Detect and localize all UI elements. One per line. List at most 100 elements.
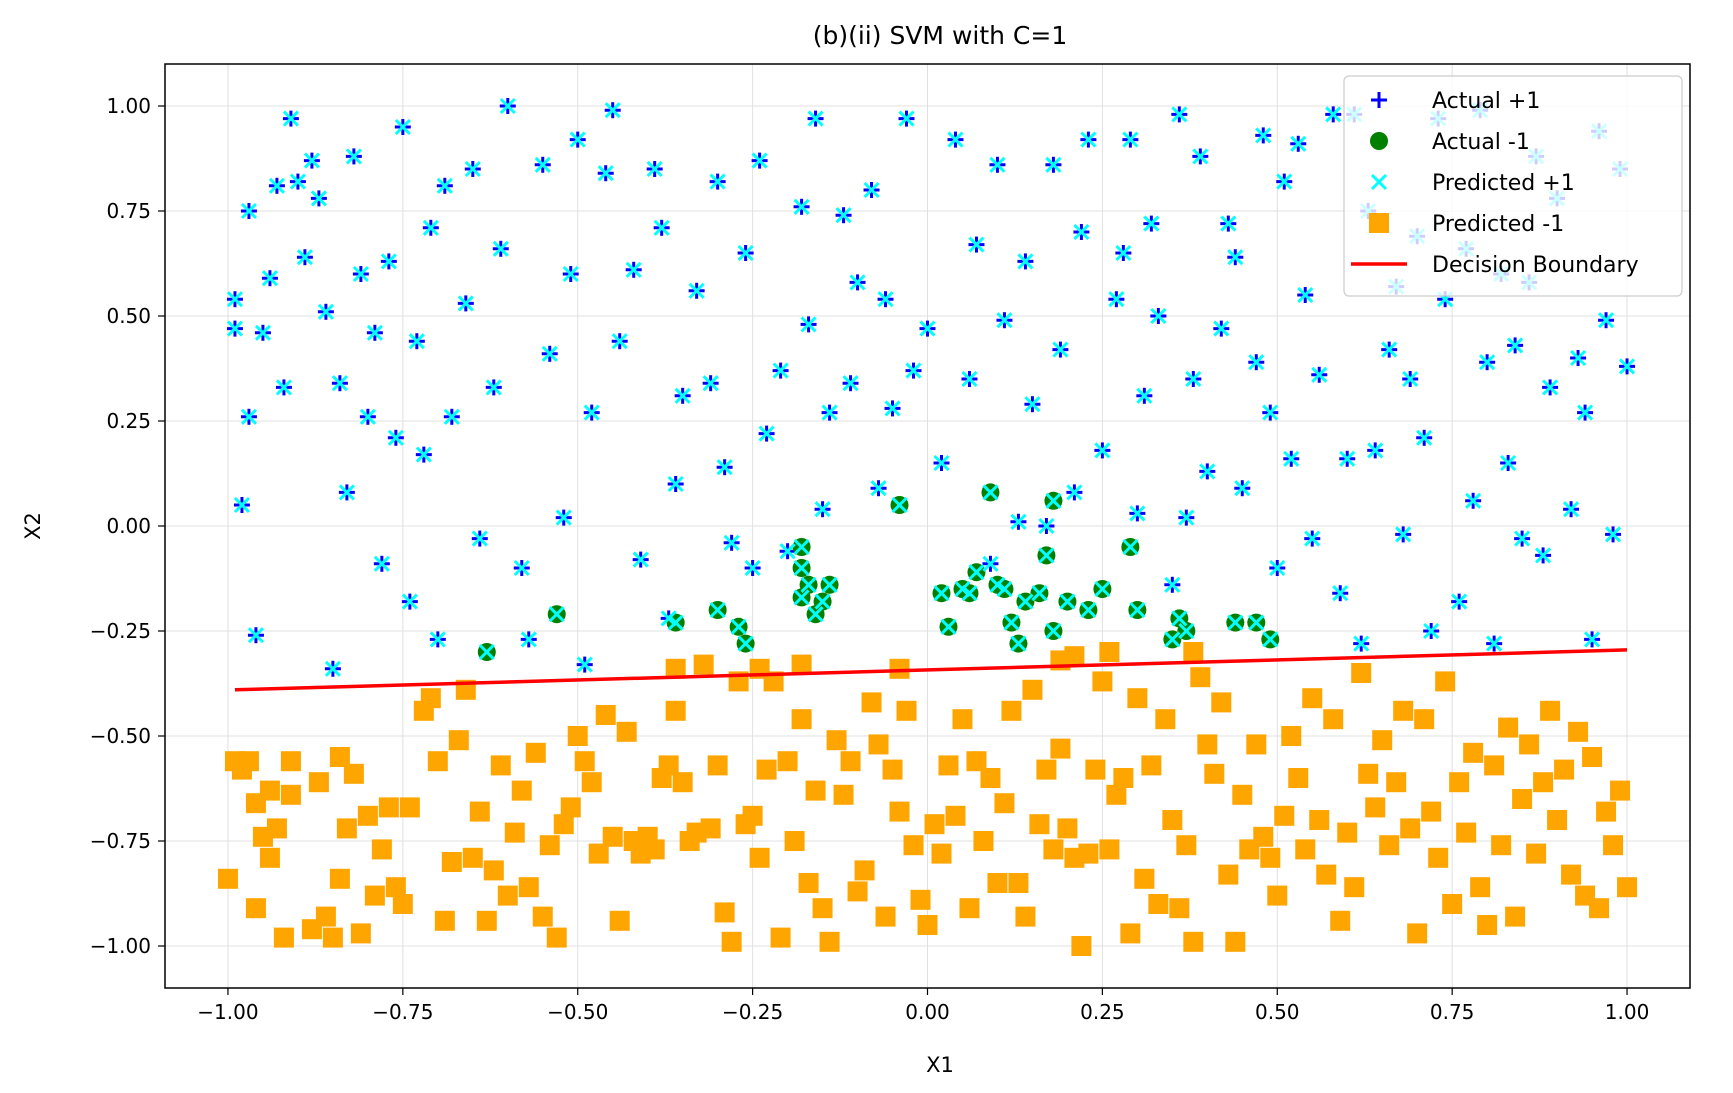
point-s2-163-b <box>1584 631 1601 648</box>
point-s3-166 <box>1316 864 1337 885</box>
point-s2-110 <box>1171 106 1188 123</box>
point-s3-138 <box>1120 923 1141 944</box>
point-s2-182 <box>891 496 908 514</box>
point-s2-145 <box>1451 593 1468 610</box>
point-s2-106 <box>1136 387 1153 404</box>
point-s2-102 <box>1108 291 1125 308</box>
point-s2-169 <box>478 643 495 661</box>
point-s3-181 <box>1421 801 1442 822</box>
point-s3-101 <box>861 692 882 713</box>
point-s3-87 <box>763 671 784 692</box>
point-s2-124-b <box>1283 450 1300 467</box>
point-s3-57 <box>546 927 567 948</box>
point-s2-128 <box>1311 366 1328 383</box>
point-s2-19 <box>345 148 362 165</box>
point-s2-125 <box>1290 135 1307 152</box>
point-s2-152 <box>1500 454 1517 472</box>
point-s2-37-b <box>485 379 502 396</box>
point-s2-86 <box>947 131 964 148</box>
point-s2-36 <box>471 530 488 547</box>
point-s2-21-b <box>359 408 376 425</box>
point-s2-34 <box>457 295 474 312</box>
point-s3-170 <box>1344 877 1365 898</box>
point-s3-71 <box>644 839 665 860</box>
point-s3-174 <box>1372 730 1393 751</box>
point-s2-28-b <box>408 333 425 350</box>
series-predicted-1 <box>217 642 1638 956</box>
point-s2-145-b <box>1451 593 1468 610</box>
point-s2-139-b <box>1402 370 1419 388</box>
point-s2-95 <box>1038 517 1055 535</box>
point-s2-35 <box>464 160 481 178</box>
point-s2-202 <box>1129 601 1146 619</box>
point-s2-147-b <box>1465 492 1482 509</box>
point-s2-94-b <box>1024 396 1041 413</box>
point-s2-154-b <box>1514 530 1531 547</box>
point-s2-93 <box>1017 253 1034 270</box>
point-s2-7-b <box>261 270 278 287</box>
legend-marker-0 <box>1371 92 1387 108</box>
point-s2-108-b <box>1150 307 1167 325</box>
point-s3-177 <box>1393 700 1414 721</box>
point-s3-35 <box>385 877 406 898</box>
x-tick-label-7: 0.75 <box>1430 1000 1475 1024</box>
point-s2-109 <box>1164 576 1181 593</box>
point-s2-120 <box>1255 127 1272 144</box>
point-s3-6 <box>1064 646 1085 667</box>
point-s3-179 <box>1407 923 1428 944</box>
point-s2-85 <box>933 454 950 472</box>
point-s3-58 <box>553 814 574 835</box>
point-s3-136 <box>1106 784 1127 805</box>
point-s2-184 <box>940 618 957 635</box>
point-s3-74 <box>665 700 686 721</box>
point-s2-58-b <box>674 387 691 404</box>
point-s2-17 <box>331 375 348 392</box>
point-s2-142-b <box>1423 622 1440 640</box>
point-s3-12 <box>238 751 259 772</box>
point-s2-47 <box>576 656 593 673</box>
point-s2-0 <box>226 291 244 308</box>
point-s2-64 <box>737 244 754 262</box>
point-s2-55-b <box>653 219 670 236</box>
point-s3-134 <box>1092 671 1113 692</box>
point-s3-3 <box>791 654 812 675</box>
point-s2-149-b <box>1479 354 1496 371</box>
y-tick-label-4: 0.00 <box>106 514 151 538</box>
point-s3-188 <box>1470 877 1491 898</box>
point-s2-174 <box>737 635 754 652</box>
point-s2-10-b <box>282 110 299 127</box>
point-s2-17-b <box>331 375 348 392</box>
legend-label-2: Predicted +1 <box>1432 171 1575 196</box>
point-s3-158 <box>1260 847 1281 868</box>
point-s2-114-b <box>1199 463 1216 480</box>
point-s3-102 <box>868 734 889 755</box>
point-s2-189-b <box>989 576 1006 593</box>
point-s2-136-b <box>1381 341 1398 358</box>
point-s3-175 <box>1379 835 1400 856</box>
point-s2-172-b <box>709 601 726 619</box>
point-s2-114 <box>1199 463 1216 480</box>
point-s2-65 <box>744 559 761 577</box>
point-s2-2 <box>233 496 251 514</box>
point-s2-0-b <box>226 291 244 308</box>
point-s2-67-b <box>758 425 775 442</box>
point-s2-188 <box>982 484 999 501</box>
point-s3-54 <box>525 742 546 763</box>
point-s3-128 <box>1050 738 1071 759</box>
point-s2-53-b <box>632 551 649 568</box>
point-s2-190-b <box>996 580 1013 598</box>
point-s2-112-b <box>1185 370 1202 388</box>
point-s2-150 <box>1486 635 1503 652</box>
point-s2-161-b <box>1570 349 1587 367</box>
y-tick-label-7: 0.75 <box>106 199 151 223</box>
point-s2-191-b <box>1003 614 1020 631</box>
point-s3-205 <box>1589 898 1610 919</box>
point-s3-94 <box>812 898 833 919</box>
legend-marker-1 <box>1370 132 1388 150</box>
point-s3-91 <box>791 709 812 730</box>
point-s2-33-b <box>443 408 460 425</box>
point-s2-103 <box>1115 244 1132 262</box>
point-s3-8 <box>1183 642 1204 662</box>
point-s2-116 <box>1220 215 1237 232</box>
point-s3-41 <box>434 910 455 931</box>
